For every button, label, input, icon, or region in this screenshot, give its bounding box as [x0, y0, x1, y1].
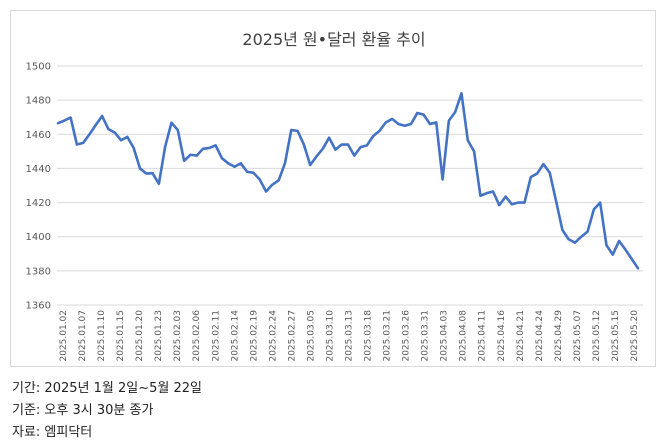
y-tick-label: 1420 — [26, 198, 51, 209]
x-tick-label: 2025.03.18 — [364, 310, 374, 362]
x-tick-label: 2025.01.10 — [97, 310, 107, 362]
y-axis-ticks: 1360 1380 1400 1420 1440 1460 1480 1500 — [26, 62, 51, 312]
x-tick-label: 2025.01.07 — [78, 310, 88, 362]
note-basis: 기준: 오후 3시 30분 종가 — [12, 403, 154, 418]
chart-area: 2025년 원•달러 환율 추이 1360 1380 1400 1420 1440 146… — [10, 10, 656, 367]
x-tick-label: 2025.04.21 — [516, 310, 526, 362]
y-tick-label: 1480 — [26, 96, 51, 107]
chart-title: 2025년 원•달러 환율 추이 — [242, 30, 425, 49]
x-axis-ticks: 2025.01.02 2025.01.07 2025.01.10 2025.01.15… — [59, 310, 640, 362]
x-tick-label: 2025.03.13 — [345, 310, 355, 362]
series-line — [56, 92, 640, 270]
x-tick-label: 2025.05.15 — [611, 310, 621, 362]
y-tick-label: 1440 — [26, 164, 51, 175]
x-tick-label: 2025.03.10 — [325, 310, 335, 362]
x-tick-label: 2025.05.07 — [573, 310, 583, 362]
x-tick-label: 2025.03.05 — [306, 310, 316, 362]
x-tick-label: 2025.02.24 — [268, 310, 278, 362]
x-tick-label: 2025.05.12 — [592, 310, 602, 362]
x-tick-label: 2025.02.27 — [287, 310, 297, 362]
x-tick-label: 2025.04.08 — [459, 310, 469, 362]
chart-notes: 기간: 2025년 1월 2일~5월 22일 기준: 오후 3시 30분 종가 … — [12, 378, 202, 444]
x-tick-label: 2025.03.21 — [383, 310, 393, 362]
x-tick-label: 2025.04.29 — [554, 310, 564, 362]
note-source: 자료: 엠피닥터 — [12, 425, 93, 440]
gridlines — [57, 65, 643, 306]
x-tick-label: 2025.02.06 — [192, 310, 202, 362]
line-chart: 2025년 원•달러 환율 추이 1360 1380 1400 1420 1440 146… — [26, 30, 643, 362]
x-tick-label: 2025.02.03 — [173, 310, 183, 362]
x-tick-label: 2025.01.15 — [116, 310, 126, 362]
x-tick-label: 2025.01.02 — [59, 310, 69, 362]
x-tick-label: 2025.04.03 — [440, 310, 450, 362]
x-tick-label: 2025.04.24 — [535, 310, 545, 362]
x-tick-label: 2025.02.14 — [230, 310, 240, 362]
y-tick-label: 1360 — [26, 301, 51, 312]
x-tick-label: 2025.02.11 — [211, 310, 221, 362]
x-tick-label: 2025.01.23 — [154, 310, 164, 362]
x-tick-label: 2025.02.19 — [249, 310, 259, 362]
x-tick-label: 2025.04.11 — [478, 310, 488, 362]
x-tick-label: 2025.01.20 — [135, 310, 145, 362]
y-tick-label: 1380 — [26, 266, 51, 277]
y-tick-label: 1500 — [26, 62, 51, 73]
note-period: 기간: 2025년 1월 2일~5월 22일 — [12, 381, 202, 396]
x-tick-label: 2025.03.26 — [402, 310, 412, 362]
y-tick-label: 1400 — [26, 232, 51, 243]
x-tick-label: 2025.04.16 — [497, 310, 507, 362]
x-tick-label: 2025.03.31 — [421, 310, 431, 362]
x-tick-label: 2025.05.20 — [630, 310, 640, 362]
y-tick-label: 1460 — [26, 130, 51, 141]
